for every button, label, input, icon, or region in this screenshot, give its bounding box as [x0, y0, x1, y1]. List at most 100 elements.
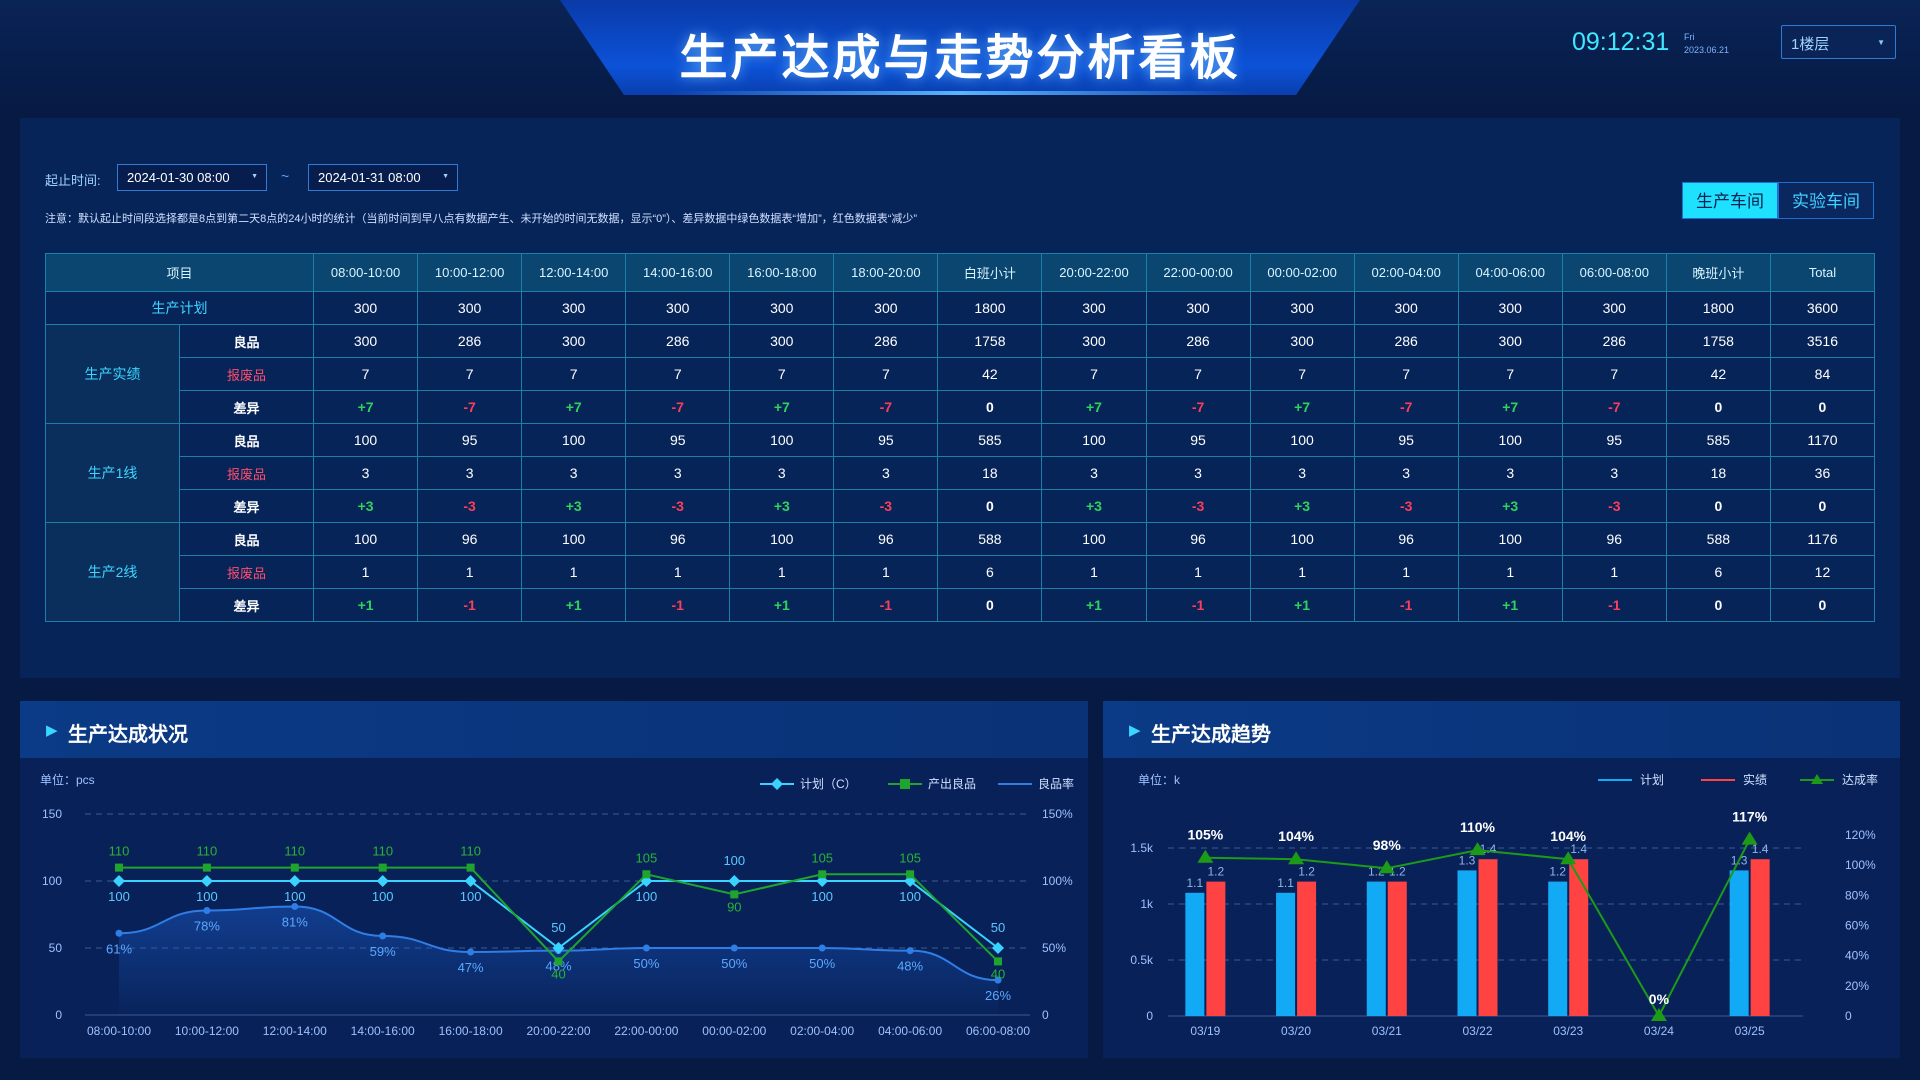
- table-cell: 1: [729, 555, 835, 589]
- rate-data-label: 81%: [282, 914, 308, 929]
- table-cell: +1: [1457, 588, 1563, 622]
- rate-point: [1560, 851, 1577, 865]
- x-tick-label: 08:00-10:00: [87, 1024, 151, 1038]
- chart-unit-label: 单位：k: [1138, 772, 1181, 787]
- x-tick-label: 10:00-12:00: [175, 1024, 239, 1038]
- table-cell: 18: [1665, 456, 1771, 490]
- table-cell: 12: [1769, 555, 1876, 589]
- plan-bar-label: 1.1: [1277, 876, 1294, 890]
- plan-point: [728, 875, 741, 887]
- end-date-picker[interactable]: 2024-01-31 08:00 ▼: [308, 164, 458, 191]
- y-tick-label-left: 0: [55, 1008, 62, 1022]
- table-cell: -1: [1145, 588, 1251, 622]
- chevron-down-icon: ▼: [1877, 38, 1885, 47]
- table-cell: 300: [313, 291, 419, 325]
- table-cell: +1: [1249, 588, 1355, 622]
- panel-title: 生产达成趋势: [1151, 724, 1271, 746]
- tab-production-workshop[interactable]: 生产车间: [1682, 182, 1778, 219]
- table-cell: -7: [833, 390, 939, 424]
- plan-data-label: 100: [460, 889, 482, 904]
- table-cell: 3: [729, 456, 835, 490]
- row-label: 良品: [178, 324, 315, 358]
- table-cell: 286: [1353, 324, 1459, 358]
- tab-lab-workshop[interactable]: 实验车间: [1778, 182, 1874, 219]
- column-header-item: 项目: [44, 253, 315, 292]
- table-cell: 0: [1769, 588, 1876, 622]
- rate-point: [1378, 860, 1395, 874]
- rate-data-label: 59%: [370, 944, 396, 959]
- column-header: 白班小计: [937, 253, 1043, 292]
- plan-data-label: 100: [108, 889, 130, 904]
- plan-bar: [1185, 892, 1205, 1016]
- x-tick-label: 03/23: [1553, 1024, 1583, 1038]
- y-tick-label-right: 120%: [1845, 828, 1876, 842]
- table-cell: 1758: [937, 324, 1043, 358]
- table-cell: 0: [1665, 390, 1771, 424]
- group-label: 生产2线: [45, 522, 180, 622]
- table-cell: 7: [1145, 357, 1251, 391]
- table-cell: 100: [1457, 522, 1563, 556]
- table-cell: 95: [1561, 423, 1667, 457]
- table-cell: 3: [625, 456, 731, 490]
- table-cell: 0: [1769, 489, 1876, 523]
- time-range-label: 起止时间:: [45, 173, 101, 188]
- y-tick-label-left: 0: [1146, 1009, 1153, 1023]
- table-cell: 3: [833, 456, 939, 490]
- table-cell: 100: [729, 522, 835, 556]
- output-point: [202, 863, 211, 872]
- y-tick-label-right: 0: [1845, 1009, 1852, 1023]
- start-date-picker[interactable]: 2024-01-30 08:00 ▼: [117, 164, 267, 191]
- rate-data-label: 50%: [721, 956, 747, 971]
- table-cell: 1: [417, 555, 523, 589]
- row-label: 报废品: [178, 357, 315, 391]
- table-cell: -3: [417, 489, 523, 523]
- table-cell: 100: [729, 423, 835, 457]
- table-cell: +7: [521, 390, 627, 424]
- actual-bar-label: 1.2: [1389, 865, 1406, 879]
- x-tick-label: 14:00-16:00: [351, 1024, 415, 1038]
- table-row: 生产2线 良品 100 96 100 96 100 96 588 100 96 100 96 100 96 5…: [45, 522, 1876, 622]
- table-cell: 3: [417, 456, 523, 490]
- table-cell: 1: [313, 555, 419, 589]
- column-header: 14:00-16:00: [625, 253, 731, 292]
- floor-select[interactable]: 1楼层 ▼: [1781, 25, 1896, 59]
- table-cell: 100: [1041, 423, 1147, 457]
- table-row: 差异 +7 -7 +7 -7 +7 -7 0 +7 -7 +7 -7 +7 -7 0 0: [46, 390, 1876, 424]
- plan-point: [376, 875, 389, 887]
- rate-data-label: 98%: [1373, 837, 1402, 853]
- rate-point: [906, 947, 914, 955]
- row-label: 差异: [178, 489, 315, 523]
- table-cell: 300: [521, 291, 627, 325]
- output-point: [554, 957, 563, 966]
- actual-bar: [1478, 859, 1498, 1016]
- end-date-value: 2024-01-31 08:00: [318, 170, 421, 185]
- table-cell: 1: [1561, 555, 1667, 589]
- actual-bar: [1206, 881, 1226, 1016]
- date-label: 2023.06.21: [1684, 45, 1730, 55]
- table-cell: 1: [625, 555, 731, 589]
- actual-bar: [1297, 881, 1317, 1016]
- column-header: 16:00-18:00: [729, 253, 835, 292]
- table-cell: 42: [937, 357, 1043, 391]
- x-tick-label: 06:00-08:00: [966, 1024, 1030, 1038]
- table-cell: -3: [1561, 489, 1667, 523]
- output-point: [642, 870, 651, 879]
- x-tick-label: 03/21: [1372, 1024, 1402, 1038]
- table-cell: 1176: [1769, 522, 1876, 556]
- table-cell: 3: [1561, 456, 1667, 490]
- table-cell: 96: [1145, 522, 1251, 556]
- rate-data-label: 48%: [897, 959, 923, 974]
- caret-right-icon: ▶: [1129, 722, 1141, 739]
- rate-point: [203, 906, 211, 914]
- table-cell: 0: [1665, 588, 1771, 622]
- table-cell: 1800: [1665, 291, 1771, 325]
- y-tick-label-right: 80%: [1845, 888, 1869, 902]
- caret-right-icon: ▶: [46, 722, 58, 739]
- output-point: [818, 870, 827, 879]
- rate-data-label: 50%: [809, 956, 835, 971]
- start-date-value: 2024-01-30 08:00: [127, 170, 230, 185]
- x-tick-label: 03/25: [1735, 1024, 1765, 1038]
- group-label: 生产实绩: [45, 324, 180, 424]
- table-row: 报废品 1 1 1 1 1 1 6 1 1 1 1 1 1 6 12: [46, 555, 1876, 589]
- table-cell: 1: [521, 555, 627, 589]
